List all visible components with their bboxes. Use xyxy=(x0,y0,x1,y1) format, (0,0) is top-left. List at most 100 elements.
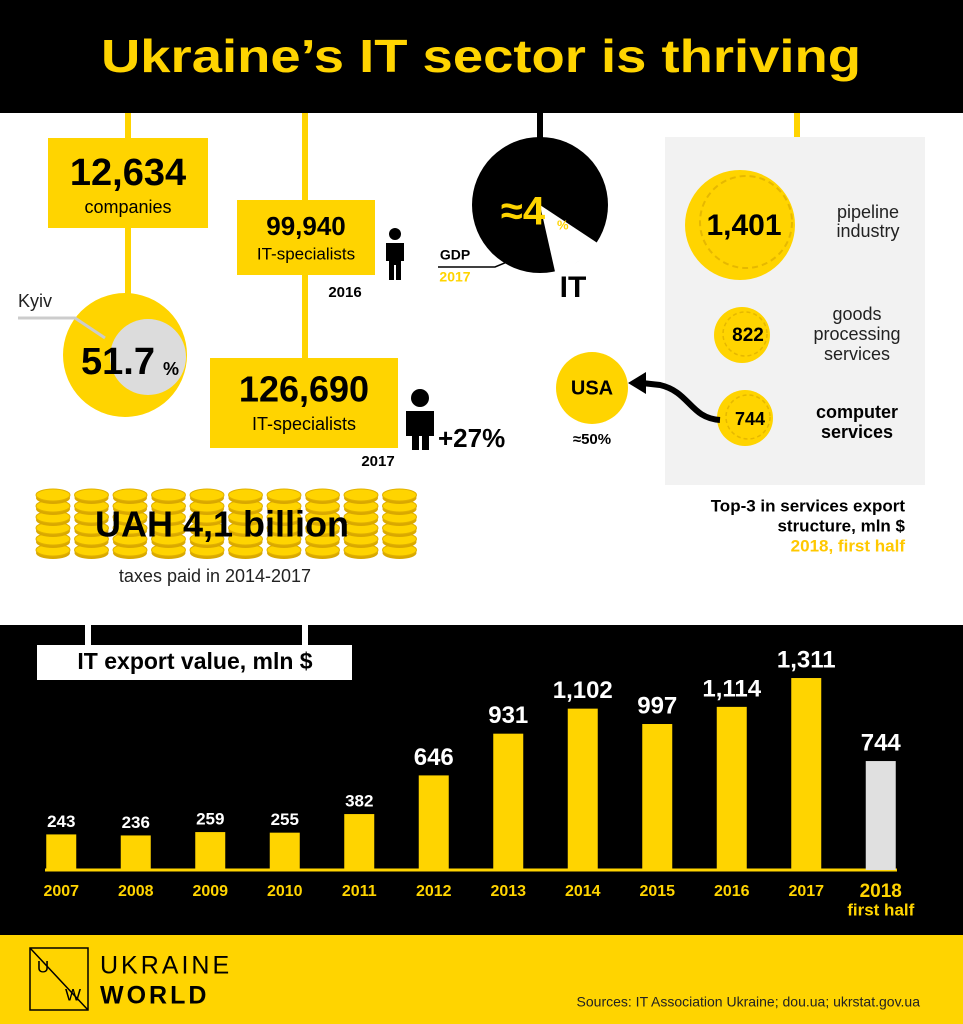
value-label: 1,114 xyxy=(702,675,761,702)
service-label: computer xyxy=(816,402,898,422)
services-caption: structure, mln $ xyxy=(777,516,905,535)
coin xyxy=(266,488,302,502)
taxes-label: taxes paid in 2014-2017 xyxy=(119,566,311,586)
gdp-sector: IT xyxy=(560,271,587,304)
chart-title-box xyxy=(37,645,352,680)
x-tick-label: 2017 xyxy=(788,883,824,900)
specialists-2017-number: 126,690 xyxy=(239,369,369,410)
taxes-amount: UAH 4,1 billion xyxy=(95,504,349,545)
service-value: 744 xyxy=(735,409,765,429)
x-tick-label: 2018 xyxy=(860,881,902,902)
value-label: 1,102 xyxy=(553,677,613,704)
gdp-number: ≈4 xyxy=(501,190,546,234)
service-label: pipeline xyxy=(837,202,899,222)
coin xyxy=(189,488,225,502)
coin xyxy=(228,488,263,502)
bar xyxy=(344,814,375,870)
value-label: 236 xyxy=(122,813,150,832)
kyiv-label: Kyiv xyxy=(18,291,52,311)
arrow xyxy=(641,380,721,423)
companies-box xyxy=(48,138,208,228)
specialists-2017-box xyxy=(210,358,398,448)
coin-stacks xyxy=(35,488,417,559)
service-value: 822 xyxy=(732,325,764,346)
kyiv-pointer xyxy=(18,316,106,340)
value-label: 259 xyxy=(196,810,224,829)
x-tick-label: 2015 xyxy=(639,883,675,900)
coin xyxy=(112,488,148,502)
x-tick-label: 2010 xyxy=(267,883,303,900)
brand: UKRAINE xyxy=(100,952,232,980)
specialists-growth: +27% xyxy=(438,423,505,453)
bar-chart: 2007 243 2008 236 2009 259 2010 255 2011 382 2012 6… xyxy=(43,647,914,920)
coin xyxy=(382,488,417,502)
specialists-2017-year: 2017 xyxy=(361,453,394,470)
bar xyxy=(865,761,896,870)
kyiv-number: 51.7 xyxy=(81,341,155,383)
value-label: 997 xyxy=(637,693,677,720)
coin xyxy=(151,488,186,502)
coin xyxy=(305,488,340,502)
bar xyxy=(46,834,77,870)
companies-label: companies xyxy=(84,197,171,217)
x-tick-label: 2013 xyxy=(490,883,526,900)
coin xyxy=(685,170,795,280)
x-tick-label: 2014 xyxy=(565,883,601,900)
value-label: 931 xyxy=(488,702,528,729)
logo-letter: W xyxy=(65,985,81,1004)
companies-number: 12,634 xyxy=(70,152,186,194)
bar xyxy=(269,832,300,870)
chart-title: IT export value, mln $ xyxy=(77,648,312,674)
person-icon xyxy=(406,389,434,450)
bar xyxy=(567,708,598,870)
coin xyxy=(717,390,773,446)
gdp-label: GDP xyxy=(440,247,470,263)
gdp-unit: % xyxy=(557,217,569,232)
x-tick-label: 2011 xyxy=(342,883,377,900)
gdp-year: 2017 xyxy=(439,269,470,285)
services-period: 2018, first half xyxy=(791,536,906,555)
usa-share: ≈50% xyxy=(573,431,611,448)
coin xyxy=(74,488,109,502)
bar xyxy=(493,733,524,870)
x-tick-label: 2007 xyxy=(43,883,79,900)
bar xyxy=(716,706,747,870)
logo-box xyxy=(29,947,89,1011)
coin xyxy=(35,488,71,502)
x-tick-note: first half xyxy=(847,900,914,919)
bar xyxy=(195,832,226,870)
footer-bg xyxy=(0,935,963,1024)
value-label: 646 xyxy=(414,744,454,771)
bar xyxy=(120,835,151,870)
gdp-slice-gap xyxy=(540,205,602,276)
kyiv-unit: % xyxy=(163,359,179,379)
coin xyxy=(714,307,770,363)
bar xyxy=(642,724,673,870)
coin xyxy=(343,488,379,502)
kyiv-donut-center xyxy=(110,319,186,395)
title: Ukraine’s IT sector is thriving xyxy=(101,30,861,82)
value-label: 1,311 xyxy=(777,647,836,674)
x-tick-label: 2012 xyxy=(416,883,452,900)
services-caption: Top-3 in services export xyxy=(711,496,906,515)
specialists-2016-box xyxy=(237,200,375,275)
gdp-pointer xyxy=(438,259,513,268)
x-tick-label: 2008 xyxy=(118,883,154,900)
service-label: services xyxy=(824,344,890,364)
logo-letter: U xyxy=(37,957,49,976)
x-tick-label: 2009 xyxy=(192,883,228,900)
specialists-2016-label: IT-specialists xyxy=(257,244,355,263)
specialists-2016-year: 2016 xyxy=(328,284,361,301)
usa-label: USA xyxy=(571,377,613,399)
header-bg xyxy=(0,0,963,113)
person-icon xyxy=(386,228,404,280)
bar xyxy=(418,775,449,870)
service-value: 1,401 xyxy=(706,209,781,242)
specialists-2017-label: IT-specialists xyxy=(252,414,356,434)
arrow-head xyxy=(628,372,646,394)
usa-circle xyxy=(556,352,628,424)
value-label: 382 xyxy=(345,792,373,811)
value-label: 255 xyxy=(271,810,299,829)
